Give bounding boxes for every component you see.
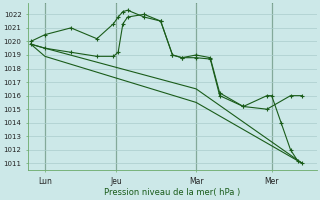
X-axis label: Pression niveau de la mer( hPa ): Pression niveau de la mer( hPa ) [104,188,241,197]
